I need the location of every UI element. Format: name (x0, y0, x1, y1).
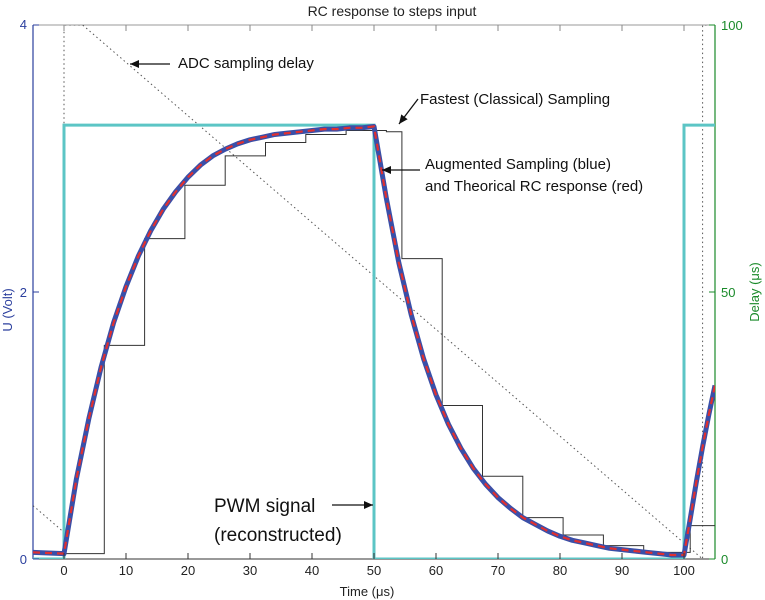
fastest-arrow (398, 98, 419, 125)
augmented-arrow-head (382, 166, 391, 174)
x-tick-label: 40 (305, 563, 319, 578)
x-tick-label: 50 (367, 563, 381, 578)
theoretical-rc-line (33, 125, 715, 557)
annotation-pwm-2: (reconstructed) (214, 525, 342, 546)
annotation-adc: ADC sampling delay (178, 55, 314, 72)
x-tick-label: 30 (243, 563, 257, 578)
y-axis-right-label: Delay (μs) (747, 262, 762, 322)
y-left-tick-label: 0 (20, 552, 27, 567)
x-tick-label: 70 (491, 563, 505, 578)
x-tick-label: 100 (673, 563, 695, 578)
x-tick-label: 0 (60, 563, 67, 578)
x-tick-label: 90 (615, 563, 629, 578)
adc-delay-line (33, 25, 715, 559)
y-axis-left-label: U (Volt) (0, 288, 15, 331)
annotations-layer: ADC sampling delay Fastest (Classical) Sa… (130, 55, 643, 546)
y-left-tick-label: 4 (20, 17, 27, 32)
annotation-augmented-2: and Theorical RC response (red) (425, 178, 643, 195)
adc-arrow-head (130, 60, 139, 68)
adc-arrow (130, 60, 170, 68)
pwm-arrow (332, 501, 373, 509)
series-layer (33, 25, 715, 559)
y-left-tick-label: 2 (20, 285, 27, 300)
x-tick-label: 80 (553, 563, 567, 578)
y-right-tick-label: 100 (721, 18, 743, 33)
chart-title: RC response to steps input (308, 3, 477, 19)
annotation-fastest: Fastest (Classical) Sampling (420, 91, 610, 108)
fastest-arrow-head (399, 114, 408, 124)
pwm-arrow-head (364, 501, 373, 509)
annotation-pwm-1: PWM signal (214, 496, 315, 517)
y-right-tick-label: 0 (721, 552, 728, 567)
annotation-augmented-1: Augmented Sampling (blue) (425, 156, 611, 173)
x-tick-label: 20 (181, 563, 195, 578)
x-tick-label: 60 (429, 563, 443, 578)
classical-sampling-line (33, 129, 715, 555)
augmented-arrow (382, 166, 420, 174)
x-tick-label: 10 (119, 563, 133, 578)
y-right-tick-label: 50 (721, 285, 735, 300)
x-axis-label: Time (μs) (340, 584, 395, 599)
pwm-signal-line (33, 123, 715, 559)
